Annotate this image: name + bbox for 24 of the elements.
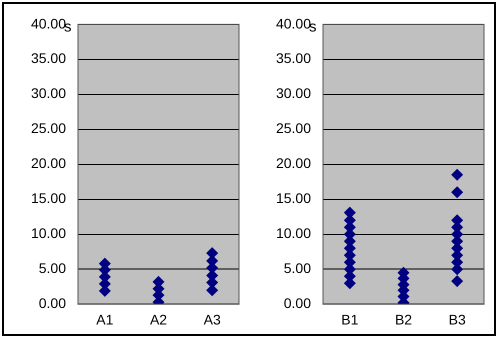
y-tick-label: 30.00 (276, 85, 312, 102)
y-tick-label: 10.00 (30, 225, 66, 242)
y-tick-label: 25.00 (30, 120, 66, 136)
x-tick-label: B3 (448, 311, 466, 328)
y-axis-title: s (64, 18, 72, 36)
y-tick-label: 0.00 (284, 295, 312, 312)
x-tick-label: B2 (394, 311, 412, 328)
y-tick-label: 20.00 (276, 155, 312, 172)
x-tick-label: B1 (341, 311, 359, 328)
x-tick-label: A3 (204, 311, 221, 328)
y-tick-label: 35.00 (30, 50, 66, 66)
y-tick-label: 30.00 (30, 85, 66, 102)
x-tick-label: A1 (96, 311, 114, 328)
y-tick-label: 5.00 (284, 260, 312, 276)
y-axis-title: s (309, 18, 316, 36)
y-tick-label: 35.00 (276, 50, 312, 66)
y-tick-label: 25.00 (276, 120, 312, 136)
y-tick-label: 10.00 (276, 225, 312, 242)
y-tick-label: 20.00 (30, 155, 66, 172)
y-tick-label: 15.00 (30, 190, 66, 206)
y-tick-label: 5.00 (38, 260, 66, 276)
y-tick-label: 0.00 (38, 295, 66, 312)
x-tick-label: A2 (150, 311, 168, 328)
y-tick-label: 15.00 (276, 190, 312, 206)
